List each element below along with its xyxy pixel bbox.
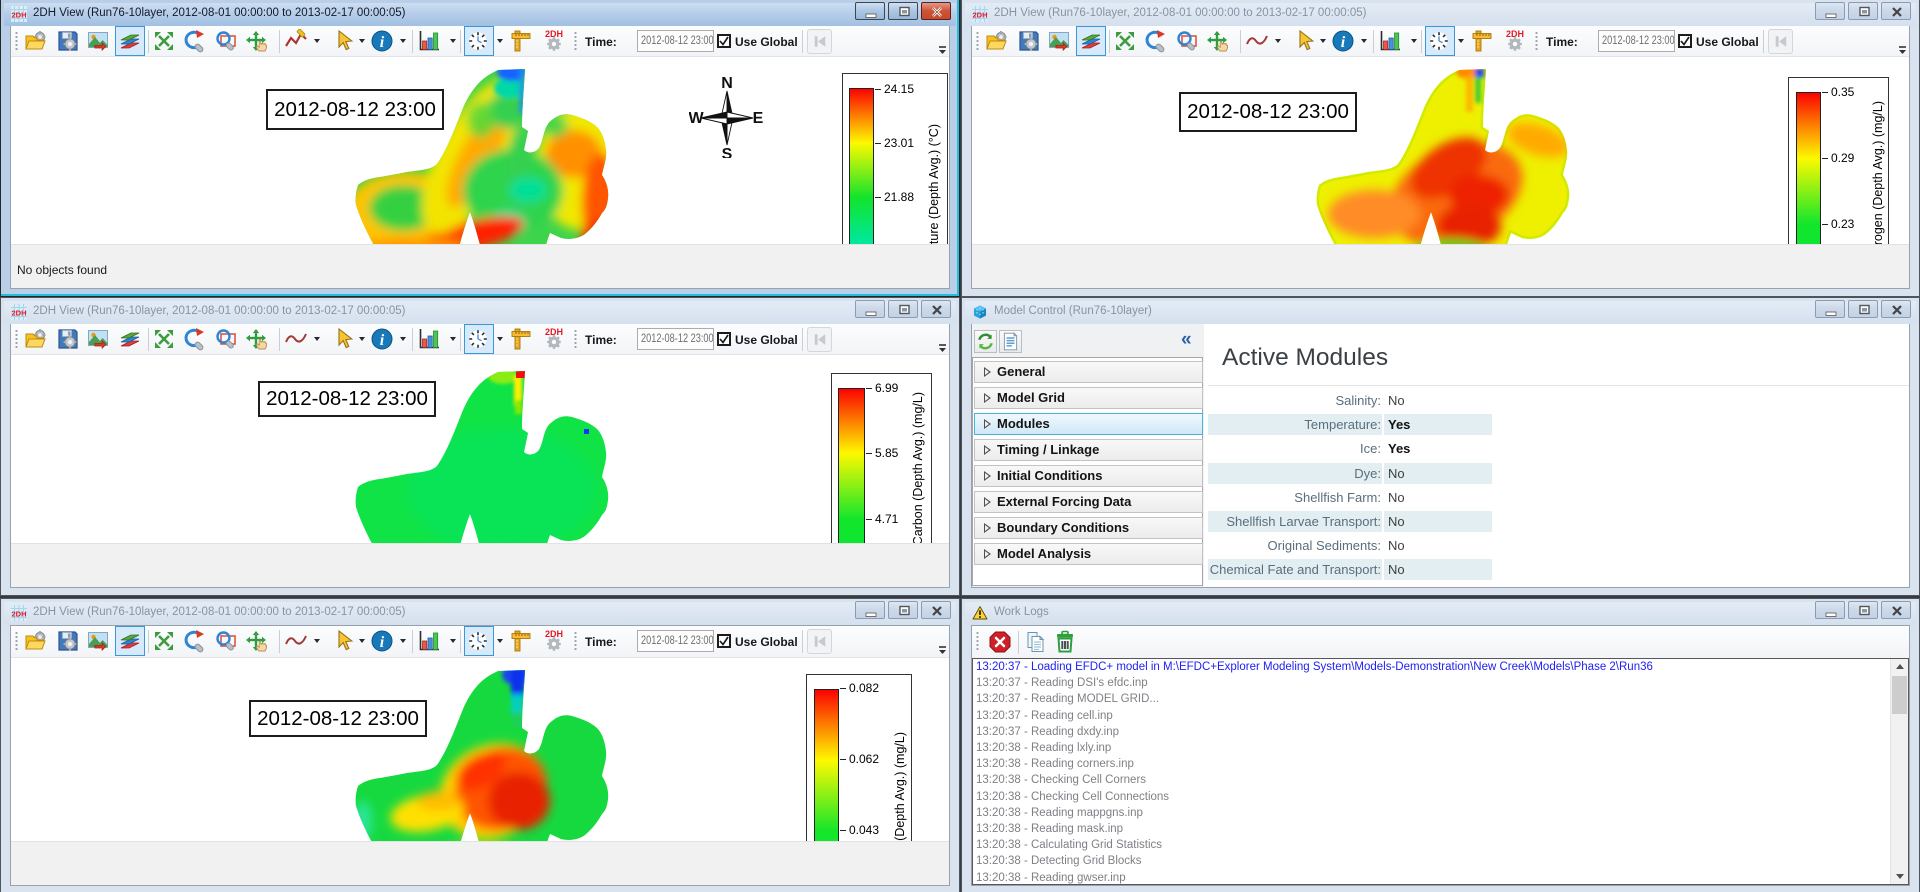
svg-text:W: W (689, 110, 704, 127)
svg-text:N: N (721, 75, 733, 92)
svg-text:E: E (753, 110, 764, 127)
svg-text:S: S (722, 146, 733, 158)
